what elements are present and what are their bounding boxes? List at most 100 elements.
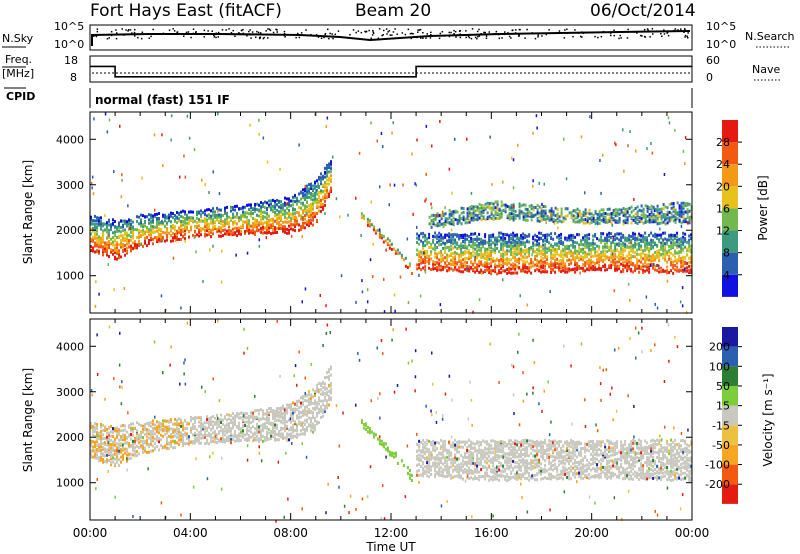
data-cell bbox=[518, 251, 521, 255]
data-cell bbox=[138, 232, 140, 236]
data-cell bbox=[122, 219, 124, 223]
data-cell bbox=[510, 267, 513, 271]
data-cell bbox=[528, 240, 531, 244]
data-cell bbox=[652, 266, 655, 270]
data-cell bbox=[550, 209, 553, 213]
data-cell bbox=[502, 262, 505, 266]
data-cell bbox=[406, 265, 409, 269]
data-cell bbox=[188, 435, 190, 439]
data-cell bbox=[116, 257, 118, 261]
data-cell bbox=[294, 434, 296, 438]
data-cell bbox=[642, 249, 645, 253]
data-cell bbox=[108, 446, 110, 450]
data-cell bbox=[210, 440, 212, 444]
data-cell bbox=[574, 250, 577, 254]
data-cell bbox=[468, 255, 471, 259]
scatter-cell bbox=[650, 142, 652, 145]
data-cell bbox=[140, 221, 142, 224]
data-cell bbox=[636, 248, 639, 252]
data-cell bbox=[248, 429, 250, 433]
data-cell bbox=[154, 225, 156, 229]
data-cell bbox=[292, 212, 294, 216]
data-cell bbox=[120, 424, 122, 428]
data-cell bbox=[490, 239, 493, 243]
noise-dot bbox=[677, 29, 679, 31]
data-cell bbox=[306, 200, 308, 204]
data-cell bbox=[574, 235, 577, 239]
data-cell bbox=[220, 215, 222, 219]
scatter-cell bbox=[532, 179, 534, 183]
data-cell bbox=[460, 222, 463, 226]
data-cell bbox=[198, 441, 200, 445]
data-cell bbox=[172, 212, 174, 216]
data-cell bbox=[652, 215, 655, 219]
data-cell bbox=[496, 239, 499, 243]
data-cell bbox=[626, 265, 629, 269]
data-cell bbox=[304, 419, 306, 423]
data-cell bbox=[504, 253, 507, 257]
data-cell bbox=[532, 241, 535, 245]
scatter-cell bbox=[391, 131, 393, 135]
data-cell bbox=[544, 255, 547, 259]
noise-dot bbox=[476, 30, 479, 33]
data-cell bbox=[210, 235, 212, 239]
data-cell bbox=[220, 222, 222, 225]
data-cell bbox=[474, 242, 477, 246]
data-cell bbox=[184, 433, 186, 437]
data-cell bbox=[318, 175, 320, 179]
noise-dot bbox=[230, 32, 233, 34]
data-cell bbox=[478, 237, 481, 241]
data-cell bbox=[146, 422, 148, 425]
data-cell bbox=[152, 444, 154, 448]
data-cell bbox=[284, 209, 286, 213]
data-cell bbox=[214, 421, 216, 424]
data-cell bbox=[164, 419, 166, 423]
data-cell bbox=[206, 218, 208, 222]
data-cell bbox=[646, 263, 649, 267]
data-cell bbox=[206, 415, 208, 419]
data-cell bbox=[600, 219, 603, 222]
data-cell bbox=[174, 434, 176, 438]
data-cell bbox=[312, 422, 314, 426]
data-cell bbox=[126, 240, 128, 244]
data-cell bbox=[150, 430, 152, 434]
data-cell bbox=[292, 426, 294, 430]
data-cell bbox=[142, 225, 144, 228]
data-cell bbox=[214, 440, 216, 444]
data-cell bbox=[116, 225, 118, 229]
data-cell bbox=[216, 213, 218, 217]
scatter-cell bbox=[474, 255, 476, 259]
data-cell bbox=[524, 233, 527, 237]
data-cell bbox=[652, 246, 655, 250]
data-cell bbox=[646, 209, 649, 213]
noise-dot bbox=[443, 35, 445, 37]
data-cell bbox=[590, 266, 593, 270]
data-cell bbox=[488, 242, 491, 246]
data-cell bbox=[656, 216, 659, 220]
data-cell bbox=[450, 213, 453, 217]
data-cell bbox=[156, 236, 158, 240]
data-cell bbox=[314, 215, 316, 219]
data-cell bbox=[290, 405, 292, 409]
data-cell bbox=[274, 419, 276, 423]
data-cell bbox=[220, 421, 222, 424]
data-cell bbox=[648, 215, 651, 219]
data-cell bbox=[268, 418, 270, 422]
data-cell bbox=[634, 266, 637, 270]
data-cell bbox=[130, 230, 132, 234]
data-cell bbox=[254, 415, 256, 419]
data-cell bbox=[234, 432, 236, 436]
data-cell bbox=[508, 249, 511, 253]
data-cell bbox=[182, 230, 184, 234]
data-cell bbox=[426, 242, 429, 246]
data-cell bbox=[498, 262, 501, 266]
data-cell bbox=[250, 435, 252, 439]
data-cell bbox=[168, 213, 170, 217]
data-cell bbox=[472, 215, 475, 219]
noise-dot bbox=[332, 37, 334, 40]
data-cell bbox=[98, 448, 100, 452]
data-cell bbox=[586, 211, 589, 215]
data-cell bbox=[544, 236, 547, 240]
colorbar-tick-label: 24 bbox=[716, 158, 730, 171]
data-cell bbox=[306, 193, 308, 197]
